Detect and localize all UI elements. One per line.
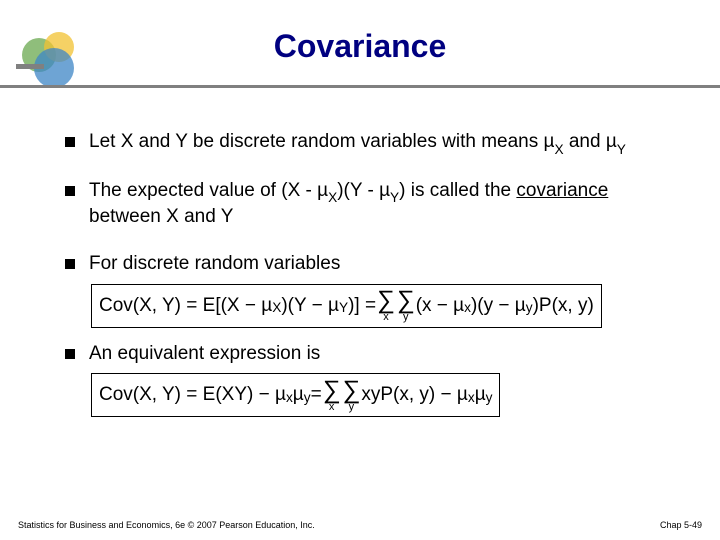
formula-text: Cov(X, Y) = E[(X − µ [99, 295, 272, 317]
formula-text: )(Y − µ [281, 295, 339, 317]
subscript: Y [390, 190, 399, 205]
bullet-4-text: An equivalent expression is [89, 342, 680, 367]
sigma-y: ∑y [397, 288, 415, 323]
formula-1: Cov(X, Y) = E[(X − µX )(Y − µY )] = ∑x ∑… [91, 284, 602, 328]
text-fragment: The expected value of (X - µ [89, 180, 328, 201]
subscript: Y [617, 142, 626, 157]
subscript: X [554, 142, 563, 157]
bullet-marker [65, 349, 75, 359]
bullet-1-text: Let X and Y be discrete random variables… [89, 130, 680, 157]
footer-right: Chap 5-49 [660, 520, 702, 530]
bullet-4: An equivalent expression is [65, 342, 680, 367]
formula-text: )] = [348, 295, 376, 317]
subscript: x [286, 390, 293, 405]
sigma-x: ∑x [377, 288, 395, 323]
formula-text: )P(x, y) [533, 295, 594, 317]
slide-title: Covariance [0, 28, 720, 65]
bullet-3: For discrete random variables [65, 252, 680, 277]
sigma-y: ∑y [343, 378, 361, 413]
subscript: y [486, 390, 493, 405]
bullet-marker [65, 137, 75, 147]
subscript: x [468, 390, 475, 405]
subscript: y [304, 390, 311, 405]
text-fragment: Let X and Y be discrete random variables… [89, 131, 554, 152]
slide-content: Let X and Y be discrete random variables… [65, 130, 680, 431]
bullet-2-text: The expected value of (X - µX)(Y - µY) i… [89, 179, 680, 230]
formula-text: (x − µ [416, 295, 464, 317]
bullet-3-text: For discrete random variables [89, 252, 680, 277]
subscript: X [272, 300, 281, 315]
formula-text: µ [293, 384, 304, 406]
formula-text: µ [475, 384, 486, 406]
text-fragment: )(Y - µ [337, 180, 390, 201]
formula-text: xyP(x, y) − µ [361, 384, 468, 406]
bullet-1: Let X and Y be discrete random variables… [65, 130, 680, 157]
subscript: y [526, 300, 533, 315]
title-underline [0, 85, 720, 88]
bullet-marker [65, 259, 75, 269]
text-fragment: ) is called the [399, 180, 516, 201]
formula-2: Cov(X, Y) = E(XY) − µxµy = ∑x ∑y xyP(x, … [91, 373, 500, 417]
subscript: X [328, 190, 337, 205]
subscript: x [464, 300, 471, 315]
subscript: Y [339, 300, 348, 315]
sigma-x: ∑x [323, 378, 341, 413]
formula-text: Cov(X, Y) = E(XY) − µ [99, 384, 286, 406]
bullet-2: The expected value of (X - µX)(Y - µY) i… [65, 179, 680, 230]
underlined-term: covariance [516, 180, 608, 201]
footer-left: Statistics for Business and Economics, 6… [18, 520, 315, 530]
text-fragment: and µ [564, 131, 617, 152]
formula-text: = [311, 384, 322, 406]
text-fragment: between X and Y [89, 206, 233, 227]
formula-text: )(y − µ [471, 295, 526, 317]
bullet-marker [65, 186, 75, 196]
